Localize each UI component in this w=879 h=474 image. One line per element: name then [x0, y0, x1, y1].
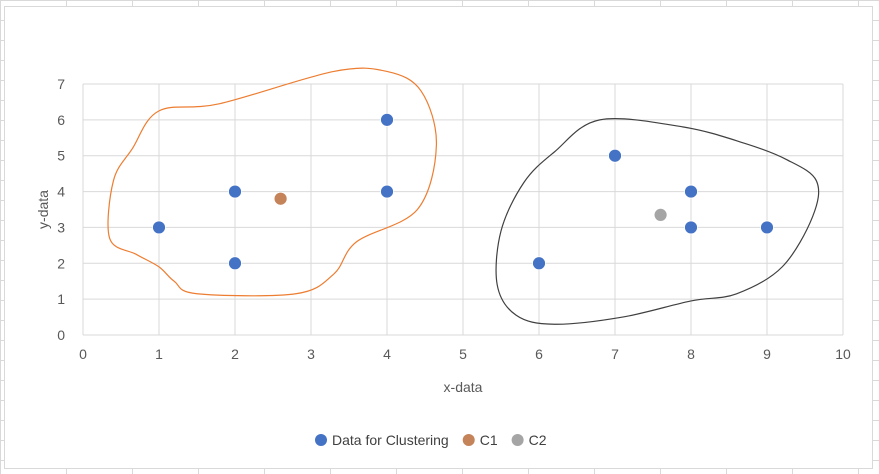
legend-label: C1: [480, 432, 498, 448]
x-tick-label: 2: [231, 346, 239, 362]
x-tick-label: 4: [383, 346, 391, 362]
y-tick-label: 4: [57, 184, 65, 200]
y-tick-label: 5: [57, 148, 65, 164]
x-tick-label: 1: [155, 346, 163, 362]
legend-marker: [315, 434, 327, 446]
x-tick-label: 3: [307, 346, 315, 362]
y-tick-label: 7: [57, 76, 65, 92]
gridlines: [82, 83, 844, 336]
data-point-data-for-clustering: [228, 184, 242, 199]
y-tick-label: 6: [57, 112, 65, 128]
data-point-data-for-clustering: [532, 256, 546, 271]
x-tick-label: 8: [687, 346, 695, 362]
data-point-c2: [653, 207, 668, 222]
x-axis-tick-labels: 0 1 2 3 4 5 6 7 8 9 10: [79, 346, 851, 362]
x-tick-label: 7: [611, 346, 619, 362]
data-point-data-for-clustering: [760, 220, 774, 235]
data-point-data-for-clustering: [152, 220, 166, 235]
x-axis-title: x-data: [444, 379, 483, 395]
legend-label: Data for Clustering: [332, 432, 449, 448]
x-tick-label: 10: [835, 346, 851, 362]
x-tick-label: 0: [79, 346, 87, 362]
legend-item[interactable]: C1: [462, 432, 498, 448]
cluster-outlines: [107, 67, 820, 325]
y-axis-tick-labels: 0 1 2 3 4 5 6 7: [57, 76, 65, 343]
x-tick-label: 9: [763, 346, 771, 362]
y-tick-label: 1: [57, 291, 65, 307]
x-tick-label: 6: [535, 346, 543, 362]
scatter-chart: 0 1 2 3 4 5 6 7 8 9 10 0 1 2 3 4 5 6 7 x-data y-data Data…: [35, 67, 851, 448]
legend-label: C2: [529, 432, 547, 448]
y-axis-title: y-data: [35, 190, 51, 229]
legend-item[interactable]: Data for Clustering: [315, 432, 449, 448]
cluster-outline-2: [495, 118, 820, 325]
x-tick-label: 5: [459, 346, 467, 362]
data-points: [152, 112, 774, 271]
data-point-data-for-clustering: [380, 112, 394, 127]
y-tick-label: 0: [57, 327, 65, 343]
legend-marker: [462, 434, 475, 446]
data-point-data-for-clustering: [684, 184, 698, 199]
y-tick-label: 2: [57, 255, 65, 271]
legend[interactable]: Data for Clustering C1 C2: [315, 432, 547, 448]
chart-area[interactable]: 0 1 2 3 4 5 6 7 8 9 10 0 1 2 3 4 5 6 7 x-data y-data Data…: [4, 6, 873, 469]
data-point-data-for-clustering: [380, 184, 394, 199]
data-point-data-for-clustering: [608, 148, 622, 163]
legend-item[interactable]: C2: [511, 432, 547, 448]
data-point-data-for-clustering: [228, 256, 242, 271]
y-tick-label: 3: [57, 219, 65, 235]
data-point-c1: [273, 191, 288, 206]
data-point-data-for-clustering: [684, 220, 698, 235]
cluster-outline-1: [107, 67, 438, 297]
legend-marker: [511, 434, 524, 446]
